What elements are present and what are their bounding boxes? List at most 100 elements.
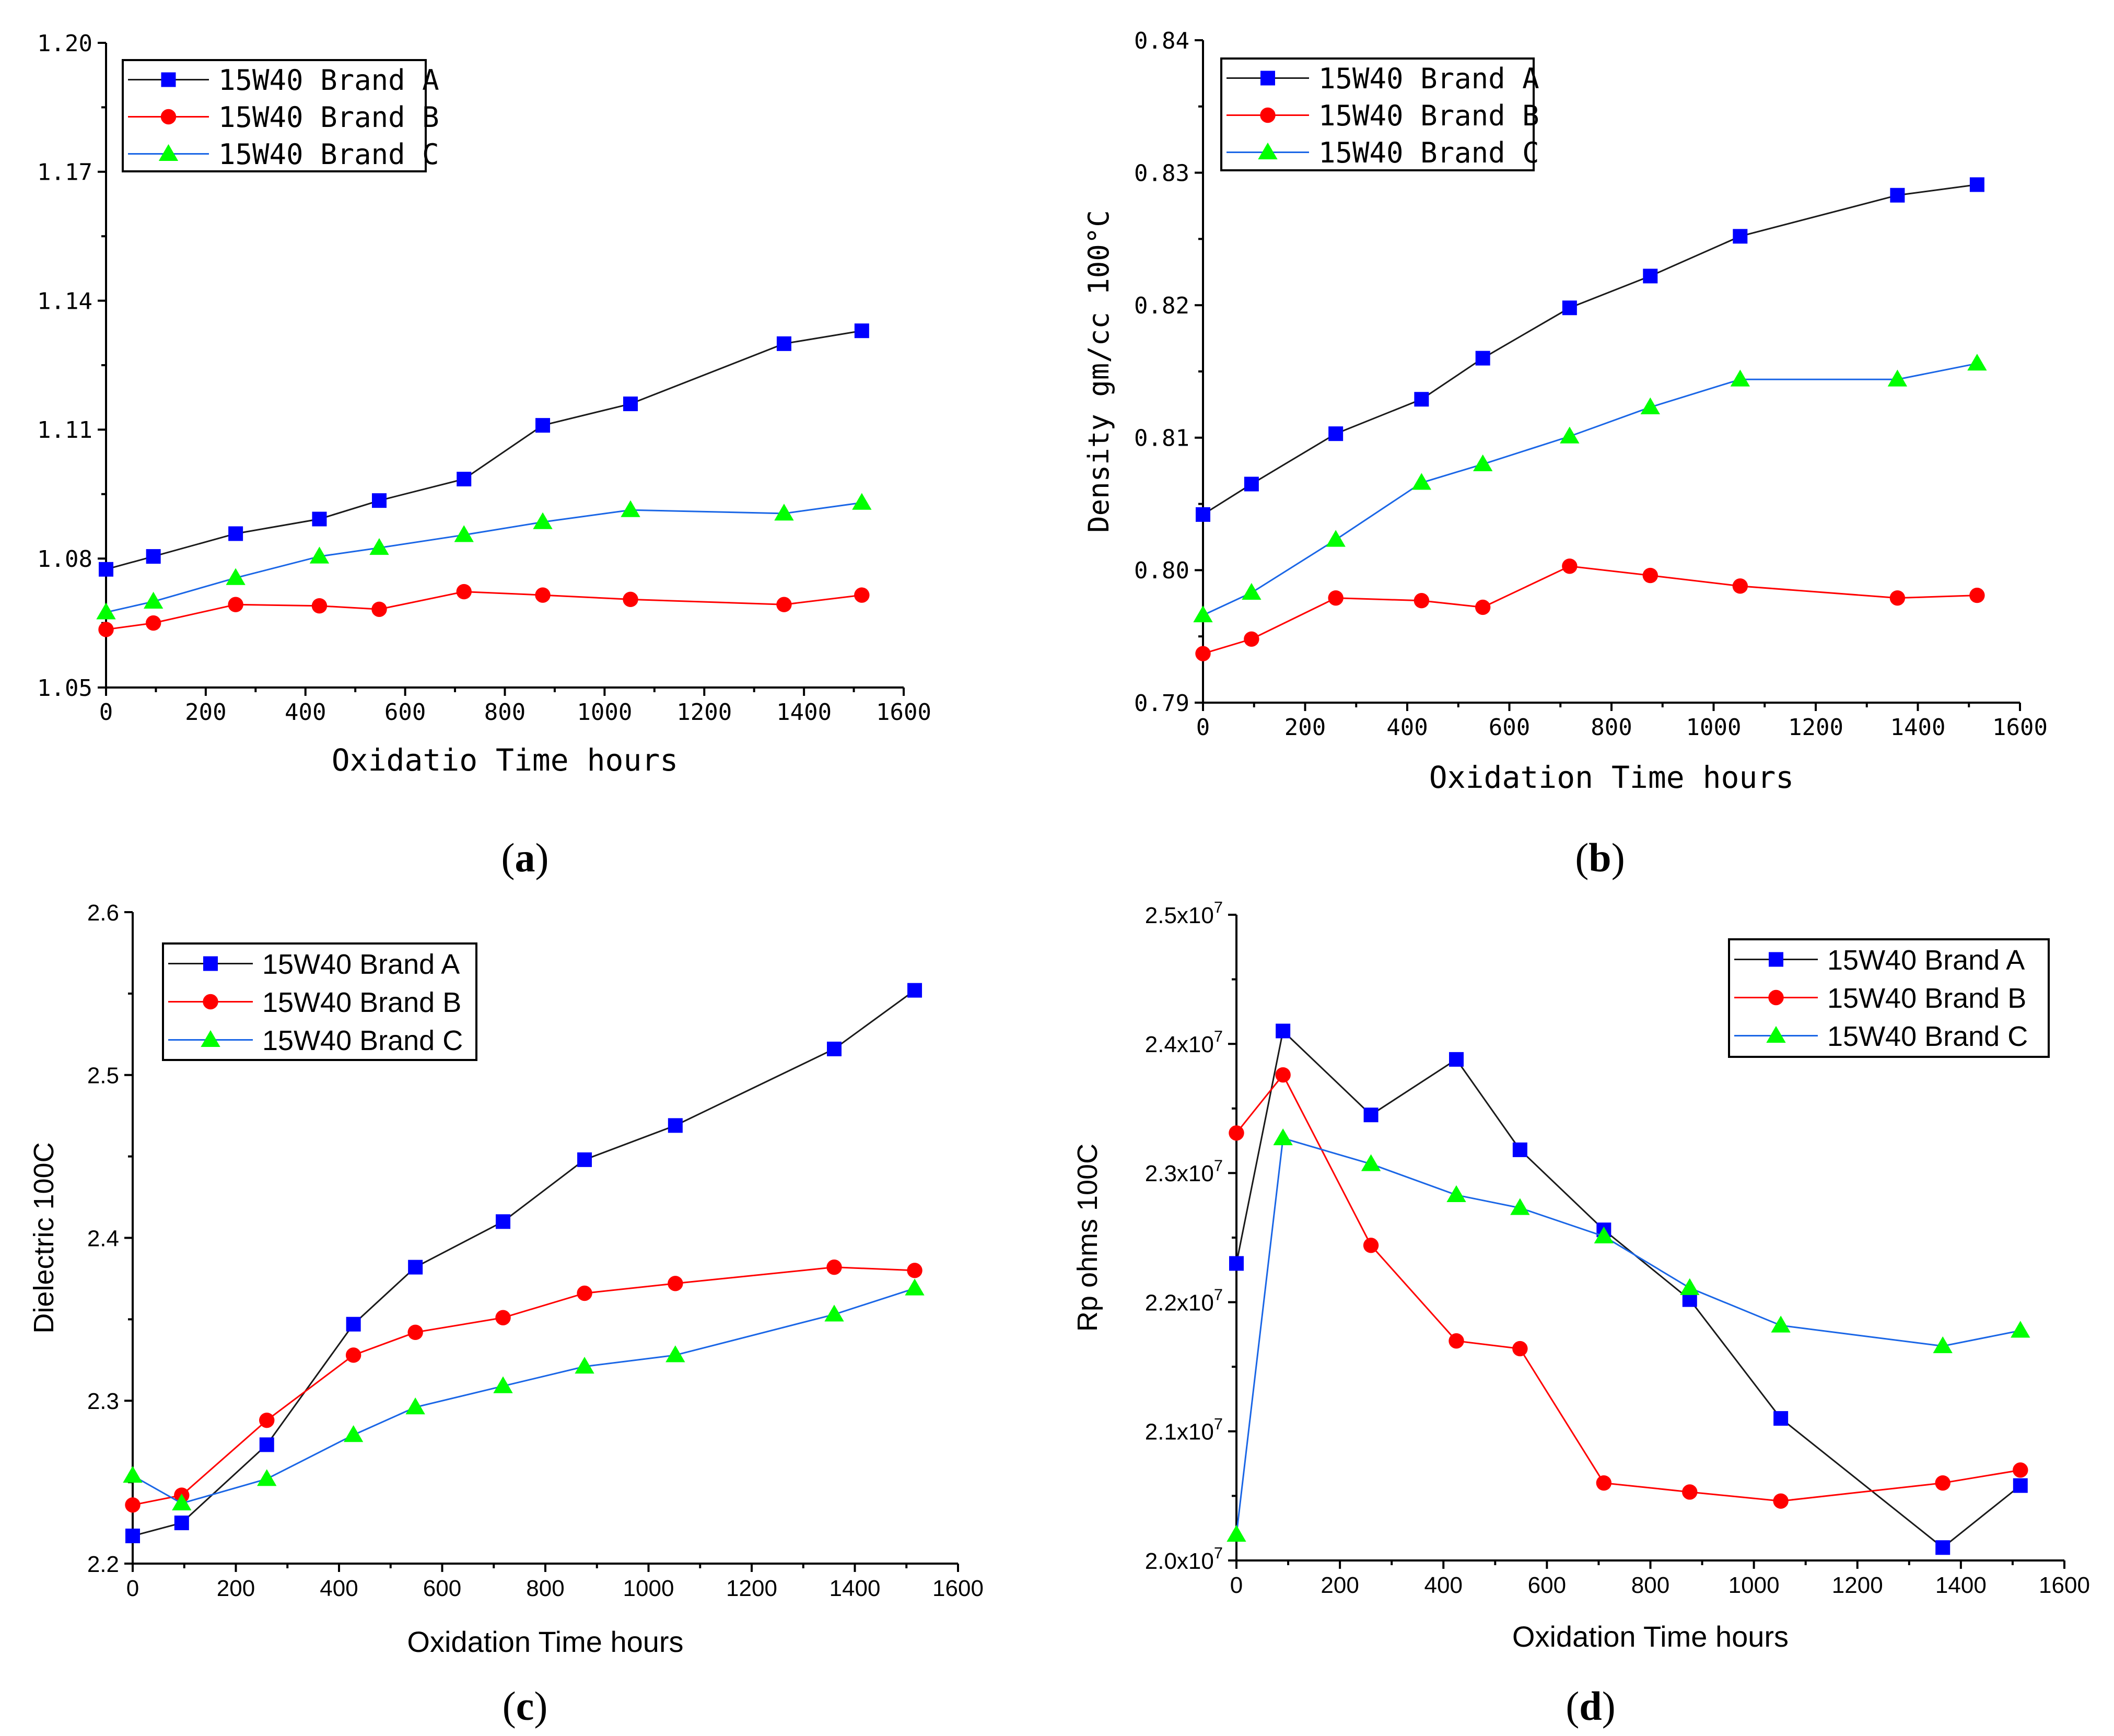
y-tick-label: 2.1x107 [1145,1415,1223,1445]
series-line [132,1266,915,1506]
data-point [1640,397,1660,414]
data-point [852,493,872,510]
data-point [1229,1256,1244,1271]
data-point [1473,454,1493,472]
data-point [1273,1128,1293,1146]
legend-label: 15W40 Brand B [1318,99,1539,132]
data-point [1449,1333,1464,1349]
data-point [259,1412,275,1428]
data-point [1642,567,1658,584]
data-point [1510,1198,1530,1215]
data-point [125,1529,140,1544]
data-point [1889,590,1906,606]
data-point [1276,1023,1291,1039]
data-point [1475,351,1490,366]
legend-marker [1768,989,1784,1006]
legend-marker [201,1030,220,1047]
legend-marker [158,144,179,161]
data-point [1969,587,1985,603]
y-tick-label: 2.5 [87,1063,119,1089]
data-point [1730,369,1750,387]
data-point [493,1376,513,1393]
data-point [623,397,638,412]
legend-label: 15W40 Brand C [262,1025,463,1056]
series-line [1235,1137,2021,1535]
data-point [454,525,474,542]
data-point [99,562,113,577]
data-point [824,1304,844,1322]
data-point [1411,473,1432,490]
x-tick-label: 400 [1386,714,1428,741]
series-3 [1193,354,1987,623]
data-point [1363,1108,1379,1123]
panel-label: (c) [503,1683,548,1729]
series-3 [123,1278,925,1511]
y-tick-label: 0.83 [1134,160,1189,187]
data-point [1328,426,1344,441]
y-tick-label: 2.6 [87,900,119,926]
data-point [145,615,161,631]
data-point [1967,354,1987,371]
legend-label: 15W40 Brand B [262,987,461,1018]
series-line [1235,1029,2021,1549]
data-point [172,1493,192,1511]
y-tick-label: 2.4 [87,1226,119,1251]
chart-panel-d: 0 200 400 600 800 1000 1200 1400 1600 2.0x107 2.1x… [1072,898,2090,1729]
data-point [1643,269,1658,284]
x-tick-label: 1200 [676,699,732,726]
x-tick-label: 1000 [577,699,632,726]
data-point [1512,1341,1528,1357]
legend-marker [161,72,176,87]
y-tick-label: 0.84 [1134,28,1189,54]
data-point [1969,177,1984,192]
x-tick-label: 600 [1528,1572,1566,1598]
x-tick-label: 0 [1196,714,1210,741]
legend-marker [1260,71,1275,86]
data-point [776,336,791,351]
data-point [668,1276,683,1291]
series-2 [1229,1067,2028,1509]
x-tick-label: 0 [99,699,113,726]
y-axis-title: Dielectric 100C [28,1142,60,1333]
y-tick-label: 2.3 [87,1389,119,1414]
data-point [905,1278,925,1296]
y-tick-label: 1.08 [37,546,92,573]
legend-label: 15W40 Brand A [1318,62,1539,95]
x-tick-label: 1200 [1832,1572,1883,1598]
data-point [1512,1142,1527,1157]
x-tick-label: 800 [1631,1572,1669,1598]
data-point [1275,1067,1291,1083]
data-point [1594,1226,1614,1244]
data-point [345,1347,361,1363]
data-point [407,1324,423,1341]
y-axis-title: Rp ohms 100C [1072,1144,1103,1332]
x-tick-label: 800 [526,1576,564,1601]
y-tick-label: 2.5x107 [1145,898,1223,928]
legend-marker [203,956,218,971]
legend-label: 15W40 Brand A [1827,945,2025,976]
data-point [1475,599,1491,615]
y-tick-label: 1.05 [37,675,92,702]
data-point [1242,582,1262,600]
x-tick-label: 200 [185,699,226,726]
data-point [146,549,161,564]
x-tick-label: 400 [320,1576,358,1601]
data-point [1244,631,1259,647]
data-point [577,1285,592,1301]
data-point [1229,1125,1244,1141]
y-tick-label: 0.81 [1134,425,1189,452]
data-point [1414,593,1430,609]
data-point [1933,1336,1953,1354]
y-tick-label: 2.0x107 [1145,1544,1223,1574]
data-point [2013,1462,2028,1478]
x-tick-label: 800 [1591,714,1632,741]
data-point [907,983,922,998]
y-tick-label: 1.14 [37,288,92,314]
series-line [1202,183,1978,516]
data-point [577,1152,592,1167]
x-tick-label: 1000 [623,1576,674,1601]
data-point [1732,578,1748,594]
data-point [311,598,328,614]
data-point [1227,1524,1246,1542]
data-point [1195,646,1211,661]
